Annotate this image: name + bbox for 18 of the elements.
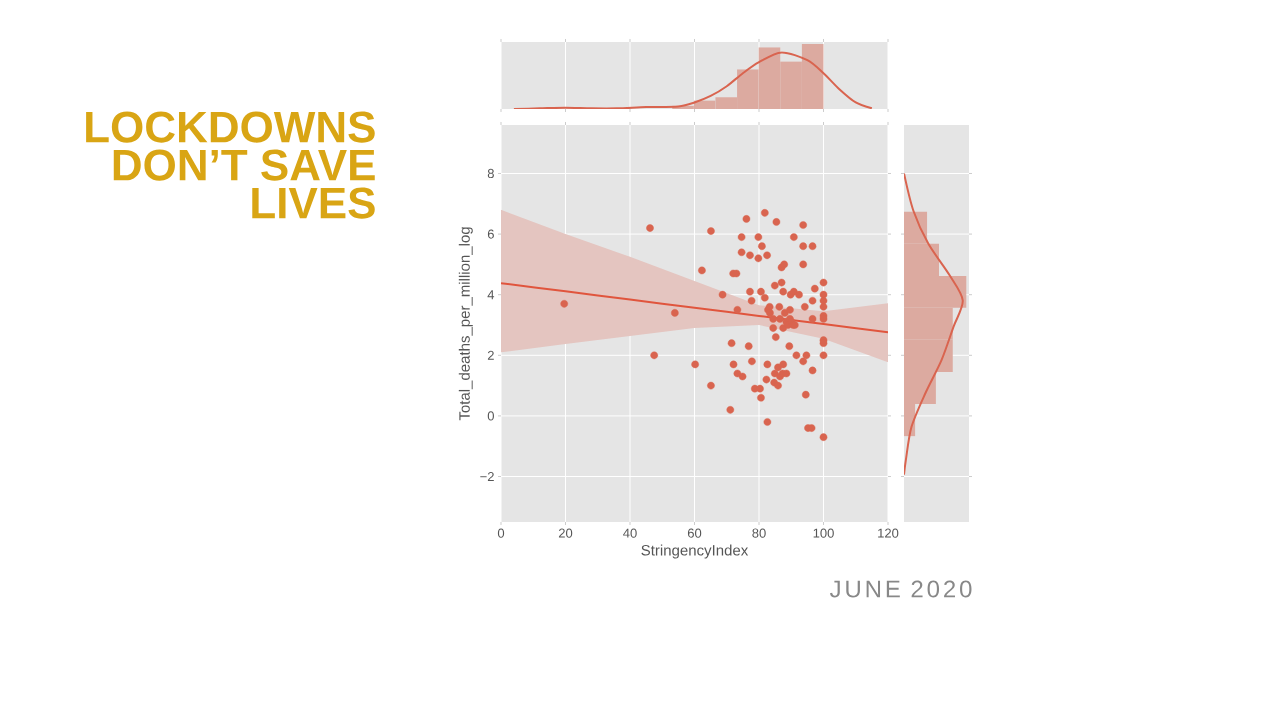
y-tick-label: 8 bbox=[487, 168, 494, 179]
y-axis-title: Total_deaths_per_million_log bbox=[458, 227, 473, 421]
x-tick-label: 20 bbox=[558, 528, 573, 538]
y-tick-label: 4 bbox=[487, 290, 495, 300]
x-tick-label: 80 bbox=[752, 528, 766, 538]
y-tick-label: −2 bbox=[480, 471, 494, 482]
y-tick-label: 0 bbox=[487, 411, 494, 421]
x-tick-label: 120 bbox=[878, 528, 899, 538]
text: JUNE 2020 bbox=[829, 580, 972, 598]
x-tick-label: 40 bbox=[623, 528, 637, 538]
chart-title: LOCKDOWNS DON’T SAVE LIVES bbox=[86, 111, 375, 219]
x-tick-label: 0 bbox=[497, 528, 505, 538]
line-series bbox=[501, 282, 888, 334]
y-tick-label: 6 bbox=[487, 229, 494, 239]
x-tick-label: 100 bbox=[813, 528, 834, 538]
x-tick-label: 60 bbox=[687, 528, 702, 538]
x-axis-title: StringencyIndex bbox=[641, 544, 749, 559]
y-tick-label: 2 bbox=[487, 350, 494, 360]
